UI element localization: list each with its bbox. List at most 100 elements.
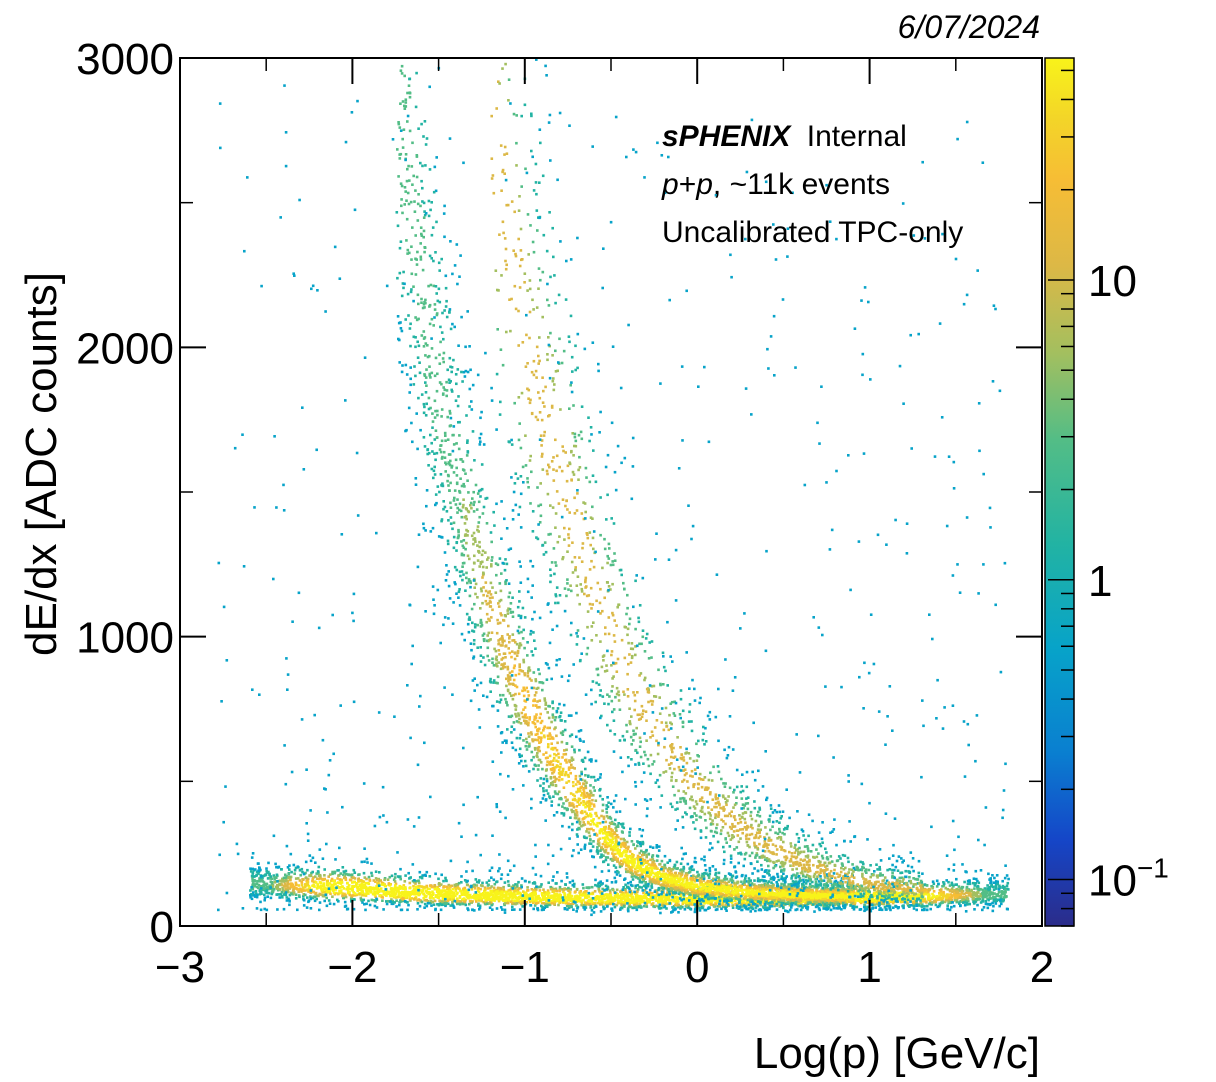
heatmap-cell bbox=[430, 317, 434, 321]
heatmap-cell bbox=[377, 890, 381, 894]
heatmap-cell bbox=[337, 874, 341, 877]
heatmap-cell bbox=[473, 887, 477, 890]
heatmap-cell bbox=[509, 900, 513, 904]
heatmap-cell bbox=[390, 892, 394, 895]
heatmap-cell bbox=[508, 692, 512, 695]
heatmap-cell bbox=[432, 903, 436, 906]
heatmap-cell bbox=[461, 902, 465, 906]
heatmap-cell bbox=[545, 891, 548, 894]
heatmap-cell bbox=[314, 875, 317, 878]
heatmap-cell bbox=[755, 902, 758, 906]
heatmap-cell bbox=[398, 903, 401, 907]
heatmap-cell bbox=[878, 896, 881, 899]
heatmap-cell bbox=[460, 875, 463, 878]
heatmap-cell bbox=[882, 888, 886, 892]
heatmap-cell bbox=[995, 893, 998, 897]
heatmap-cell bbox=[524, 744, 528, 748]
heatmap-cell bbox=[271, 890, 275, 893]
heatmap-cell bbox=[992, 904, 995, 908]
heatmap-cell bbox=[1003, 876, 1007, 880]
heatmap-cell bbox=[425, 870, 429, 874]
heatmap-cell bbox=[491, 586, 494, 589]
heatmap-cell bbox=[325, 904, 329, 908]
heatmap-cell bbox=[905, 901, 909, 904]
heatmap-cell bbox=[921, 903, 924, 906]
heatmap-cell bbox=[447, 484, 450, 487]
heatmap-cell bbox=[774, 901, 778, 904]
heatmap-cell bbox=[863, 903, 866, 907]
heatmap-cell bbox=[414, 882, 417, 885]
heatmap-cell bbox=[578, 803, 581, 806]
heatmap-cell bbox=[955, 900, 959, 904]
heatmap-cell bbox=[1000, 890, 1004, 893]
heatmap-cell bbox=[916, 882, 920, 885]
heatmap-cell bbox=[643, 896, 646, 900]
heatmap-cell bbox=[254, 890, 258, 893]
heatmap-cell bbox=[586, 750, 590, 754]
heatmap-cell bbox=[638, 885, 641, 889]
heatmap-cell bbox=[602, 815, 606, 819]
heatmap-cell bbox=[635, 900, 639, 903]
heatmap-cell bbox=[984, 892, 988, 895]
heatmap-cell bbox=[270, 877, 273, 880]
heatmap-cell bbox=[585, 886, 588, 889]
heatmap-cell bbox=[962, 901, 965, 904]
heatmap-cell bbox=[553, 902, 556, 906]
heatmap-cell bbox=[627, 894, 631, 897]
heatmap-cell bbox=[477, 904, 480, 907]
heatmap-cell bbox=[678, 872, 681, 875]
heatmap-cell bbox=[442, 879, 445, 883]
heatmap-cell bbox=[259, 885, 262, 888]
heatmap-cell bbox=[417, 396, 420, 400]
heatmap-cell bbox=[628, 902, 631, 906]
heatmap-cell bbox=[458, 896, 462, 899]
heatmap-cell bbox=[949, 888, 952, 892]
heatmap-cell bbox=[452, 443, 456, 446]
heatmap-cell bbox=[981, 899, 984, 903]
heatmap-cell bbox=[645, 855, 648, 859]
heatmap-cell bbox=[995, 899, 999, 903]
heatmap-cell bbox=[568, 897, 572, 901]
heatmap-cell bbox=[575, 833, 579, 836]
heatmap-cell bbox=[404, 891, 408, 894]
heatmap-cell bbox=[284, 893, 288, 897]
heatmap-cell bbox=[429, 901, 433, 904]
heatmap-cell bbox=[976, 879, 979, 883]
heatmap-cell bbox=[639, 844, 642, 848]
heatmap-cell bbox=[358, 873, 361, 876]
heatmap-cell bbox=[436, 299, 440, 303]
heatmap-cell bbox=[765, 906, 768, 910]
heatmap-cell bbox=[928, 888, 931, 892]
heatmap-cell bbox=[889, 896, 893, 899]
heatmap-cell bbox=[823, 891, 827, 895]
heatmap-cell bbox=[442, 898, 445, 902]
heatmap-cell bbox=[293, 868, 297, 872]
heatmap-cell bbox=[976, 884, 979, 888]
heatmap-cell bbox=[604, 825, 607, 829]
heatmap-cell bbox=[392, 892, 396, 896]
heatmap-cell bbox=[677, 911, 680, 914]
heatmap-cell bbox=[543, 890, 546, 894]
heatmap-cell bbox=[520, 877, 524, 880]
heatmap-cell bbox=[567, 766, 571, 769]
heatmap-cell bbox=[592, 906, 596, 909]
heatmap-cell bbox=[952, 893, 956, 896]
heatmap-cell bbox=[521, 901, 525, 905]
heatmap-cell bbox=[743, 879, 746, 882]
heatmap-cell bbox=[391, 900, 394, 904]
heatmap-cell bbox=[998, 904, 1001, 908]
heatmap-cell bbox=[533, 904, 537, 907]
heatmap-cell bbox=[532, 631, 535, 634]
heatmap-cell bbox=[446, 892, 449, 896]
heatmap-cell bbox=[501, 639, 504, 642]
heatmap-cell bbox=[424, 143, 428, 146]
heatmap-cell bbox=[555, 759, 558, 763]
heatmap-cell bbox=[597, 896, 601, 899]
heatmap-cell bbox=[638, 899, 641, 903]
heatmap-cell bbox=[482, 505, 486, 509]
heatmap-cell bbox=[721, 900, 725, 903]
heatmap-cell bbox=[1001, 884, 1005, 888]
heatmap-cell bbox=[465, 541, 468, 545]
heatmap-cell bbox=[555, 889, 559, 893]
heatmap-cell bbox=[826, 907, 830, 911]
